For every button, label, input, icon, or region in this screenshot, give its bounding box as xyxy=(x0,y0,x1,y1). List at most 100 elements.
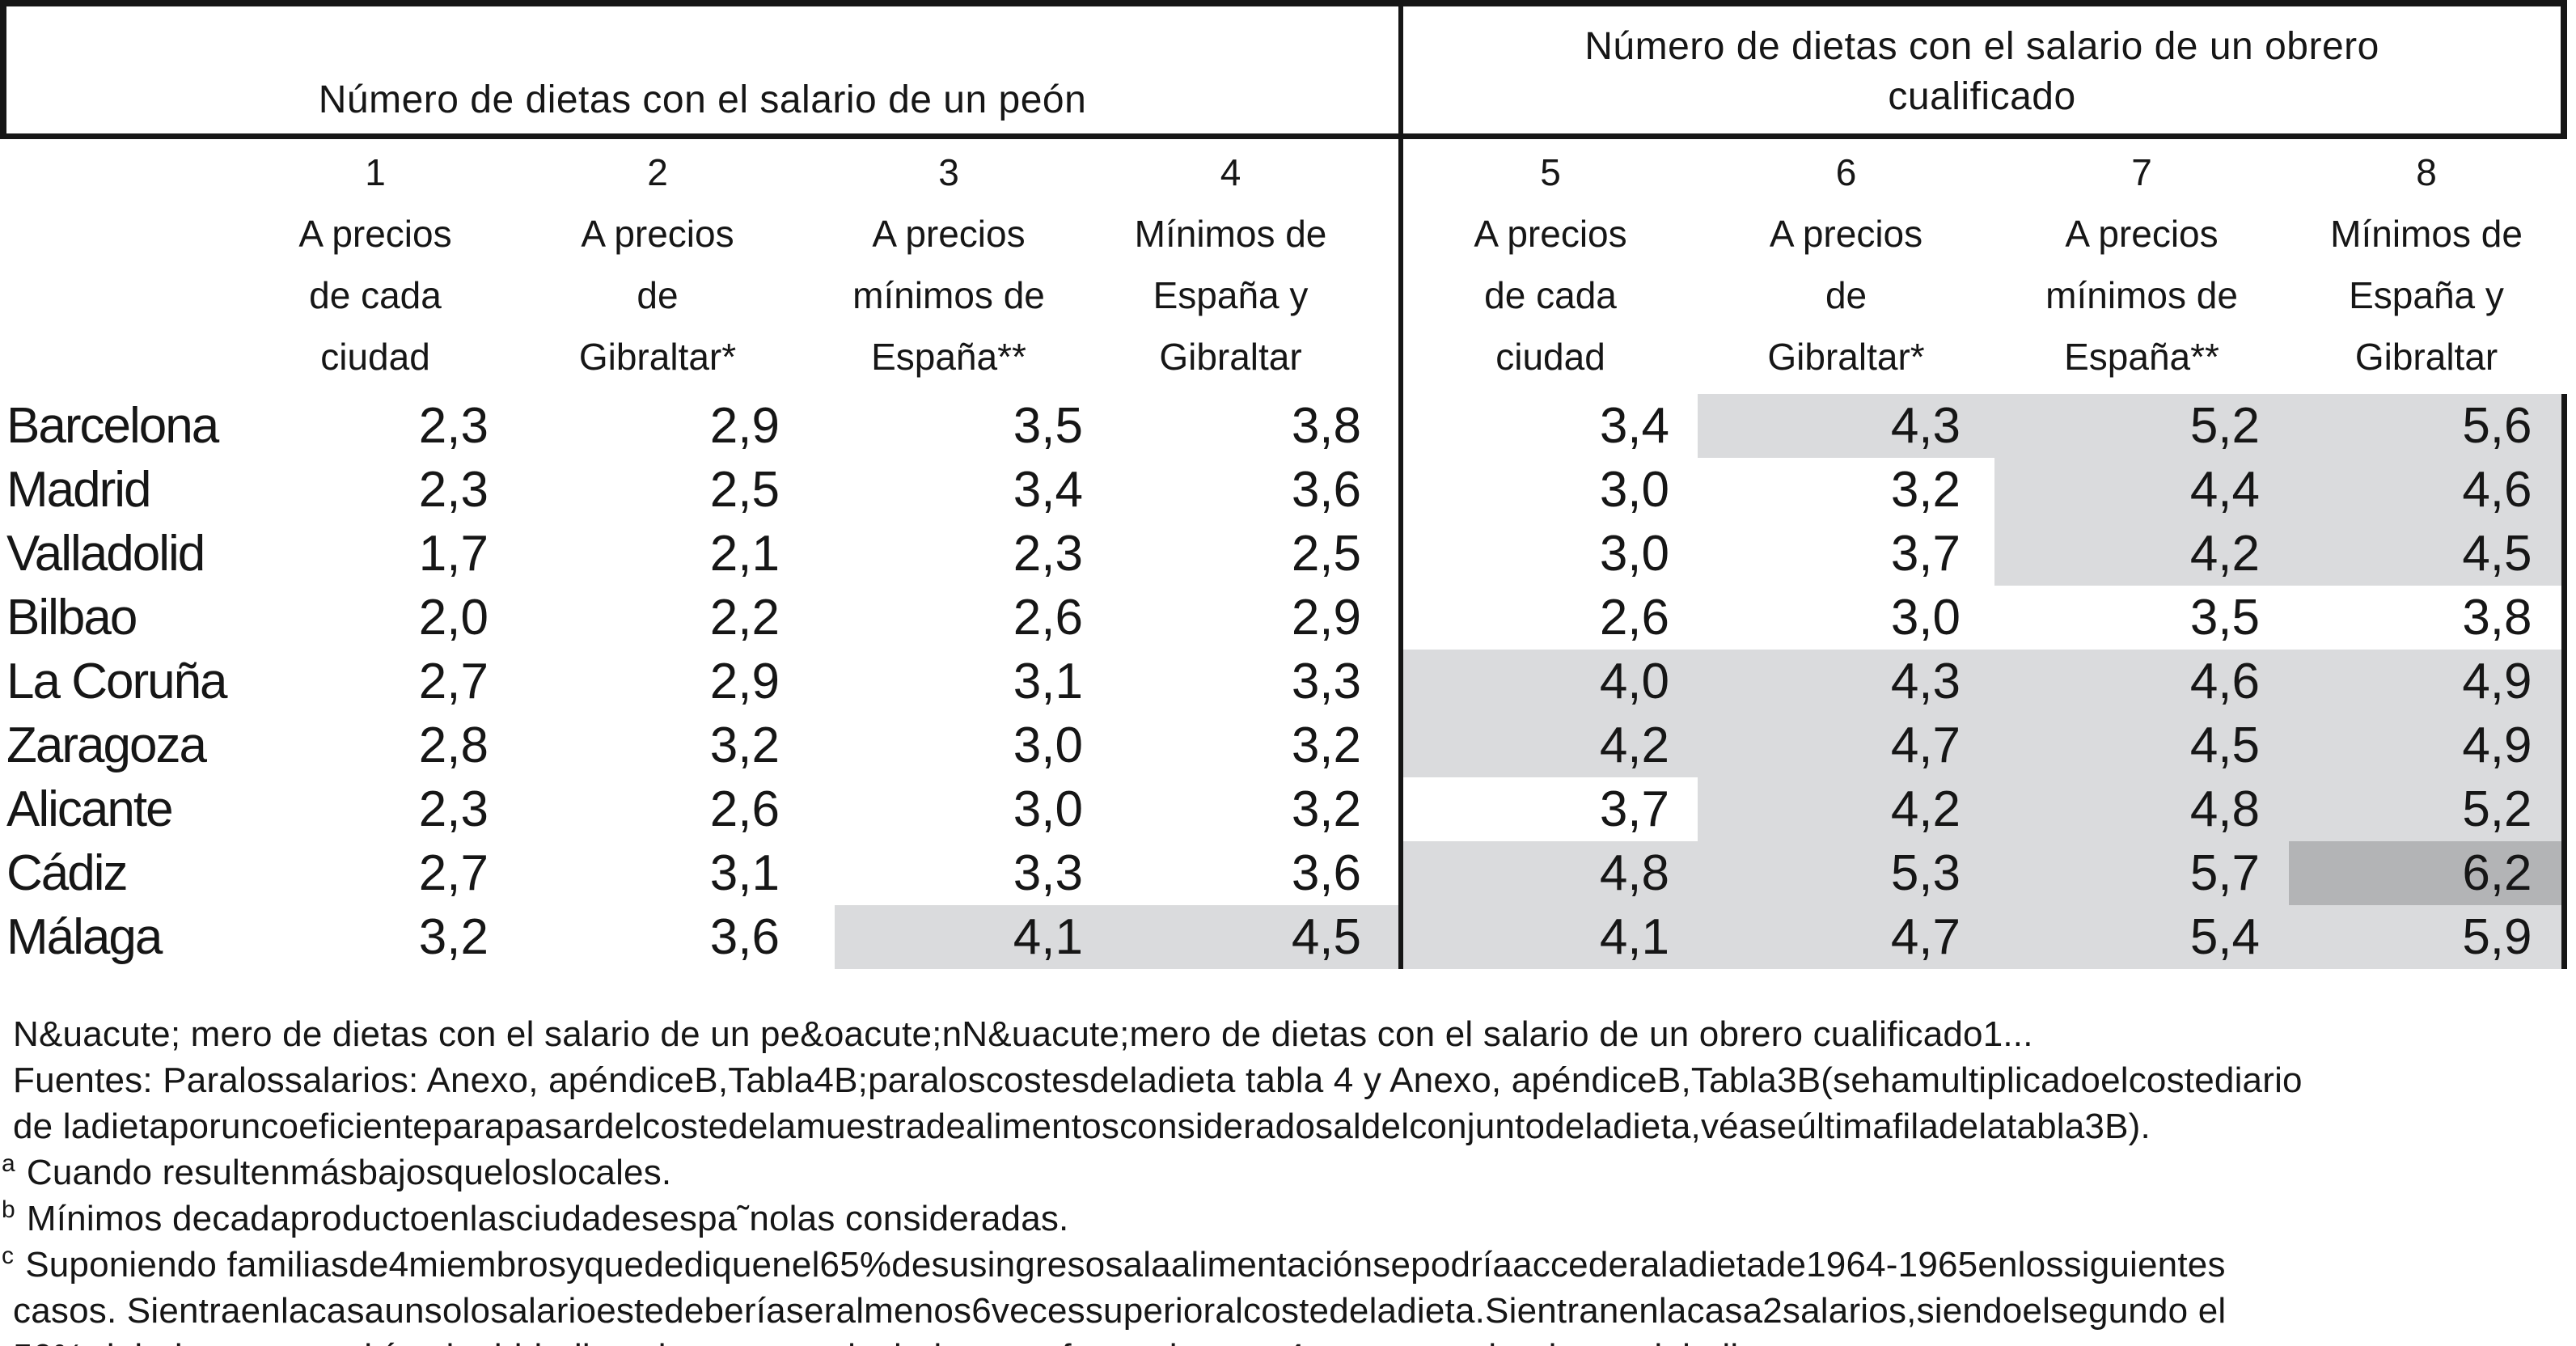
column-header-line: mínimos de xyxy=(852,274,1045,316)
row-label: Barcelona xyxy=(6,398,219,454)
column-header-line: Gibraltar xyxy=(2354,336,2498,378)
value-cell: 3,8 xyxy=(2289,586,2567,650)
column-header-7: 7 A precios mínimos de España** xyxy=(1994,137,2289,395)
value-cell: 3,4 xyxy=(1013,462,1083,518)
value-cell: 3,0 xyxy=(1013,781,1083,837)
value-cell: 2,7 xyxy=(418,654,489,709)
footnote-line: casos. Sientraenlacasaunsolosalarioested… xyxy=(2,1288,2576,1334)
table-row: Barcelona 2,3 2,9 3,5 3,8 3,4 4,3 5,2 5,… xyxy=(3,394,2567,458)
table-row: La Coruña 2,7 2,9 3,1 3,3 4,0 4,3 4,6 4,… xyxy=(3,650,2567,713)
row-label: La Coruña xyxy=(6,654,228,709)
column-header-line: ciudad xyxy=(1495,336,1605,378)
table-row: Madrid 2,3 2,5 3,4 3,6 3,0 3,2 4,4 4,6 xyxy=(3,458,2567,522)
value-cell: 1,7 xyxy=(418,526,489,582)
column-number: 5 xyxy=(1540,151,1561,193)
value-cell: 3,1 xyxy=(1013,654,1083,709)
value-cell: 3,5 xyxy=(2189,590,2261,645)
value-cell: 5,2 xyxy=(2289,777,2567,841)
value-cell: 4,9 xyxy=(2289,713,2567,777)
value-cell: 4,5 xyxy=(1119,905,1404,969)
footnote-text: de ladietaporuncoeficienteparapasardelco… xyxy=(13,1107,2151,1146)
value-cell: 3,4 xyxy=(1599,398,1670,454)
table-row: Cádiz 2,7 3,1 3,3 3,6 4,8 5,3 5,7 6,2 xyxy=(3,841,2567,905)
value-cell: 3,6 xyxy=(1119,458,1404,522)
value-cell: 3,0 xyxy=(1890,590,1961,645)
value-cell: 6,2 xyxy=(2289,841,2567,905)
column-number: 6 xyxy=(1835,151,1857,193)
footnote-text: 50% delprimero,sepodríaadquirirladietasi… xyxy=(13,1337,1799,1346)
value-cell: 4,6 xyxy=(2289,458,2567,522)
value-cell: 4,0 xyxy=(1401,650,1698,713)
group-header-peon-label: Número de dietas con el salario de un pe… xyxy=(318,78,1087,121)
footnote-text: Mínimos decadaproductoenlasciudadesespa˜… xyxy=(26,1199,1069,1238)
value-cell: 4,1 xyxy=(1401,905,1698,969)
value-cell: 2,3 xyxy=(418,462,489,518)
value-cell: 3,1 xyxy=(709,845,780,901)
footnote-line: de ladietaporuncoeficienteparapasardelco… xyxy=(2,1103,2576,1149)
value-cell: 3,2 xyxy=(1119,777,1404,841)
value-cell: 3,2 xyxy=(1890,462,1961,518)
footnote-marker: a xyxy=(2,1150,15,1178)
value-cell: 3,2 xyxy=(709,717,780,773)
column-header-6: 6 A precios de Gibraltar* xyxy=(1698,137,1994,395)
value-cell: 3,5 xyxy=(1013,398,1083,454)
column-header-line: Mínimos de xyxy=(2330,213,2523,255)
value-cell: 4,8 xyxy=(1401,841,1698,905)
column-header-1: 1 A precios de cada ciudad xyxy=(270,137,537,395)
footnote-line: c Suponiendo familiasde4miembrosyquedediq… xyxy=(2,1242,2576,1288)
value-cell: 3,0 xyxy=(1599,462,1670,518)
value-cell: 2,8 xyxy=(418,717,489,773)
value-cell: 3,7 xyxy=(1890,526,1961,582)
value-cell: 3,0 xyxy=(1013,717,1083,773)
row-label: Valladolid xyxy=(6,526,205,582)
footnote-line: N&uacute; mero de dietas con el salario … xyxy=(2,1011,2576,1057)
value-cell: 2,9 xyxy=(709,398,780,454)
column-header-line: Gibraltar* xyxy=(578,336,737,378)
value-cell: 4,6 xyxy=(1994,650,2290,713)
value-cell: 5,2 xyxy=(1994,394,2290,458)
value-cell: 3,6 xyxy=(709,909,780,965)
column-header-line: A precios xyxy=(2065,213,2219,255)
value-cell: 2,6 xyxy=(709,781,780,837)
column-header-line: España y xyxy=(2349,274,2504,316)
column-header-8: 8 Mínimos de España y Gibraltar xyxy=(2289,137,2564,395)
group-header-obrero-label: Número de dietas con el salario de un ob… xyxy=(1584,25,2379,118)
column-header-line: Gibraltar* xyxy=(1767,336,1925,378)
value-cell: 2,3 xyxy=(418,781,489,837)
column-header-line: A precios xyxy=(581,213,734,255)
value-cell: 2,7 xyxy=(418,845,489,901)
value-cell: 4,1 xyxy=(835,905,1119,969)
value-cell: 5,7 xyxy=(1994,841,2290,905)
group-header-peon: Número de dietas con el salario de un pe… xyxy=(0,0,1404,139)
value-cell: 4,3 xyxy=(1698,650,1995,713)
value-cell: 3,8 xyxy=(1119,394,1404,458)
value-cell: 4,9 xyxy=(2289,650,2567,713)
value-cell: 2,9 xyxy=(709,654,780,709)
footnote-text: N&uacute; mero de dietas con el salario … xyxy=(13,1014,2033,1054)
value-cell: 4,2 xyxy=(1994,522,2290,586)
column-header-2: 2 A precios de Gibraltar* xyxy=(537,137,835,395)
group-header-row: Número de dietas con el salario de un pe… xyxy=(0,0,2568,139)
table-row: Valladolid 1,7 2,1 2,3 2,5 3,0 3,7 4,2 4… xyxy=(3,522,2567,586)
value-cell: 4,5 xyxy=(1994,713,2290,777)
value-cell: 2,0 xyxy=(418,590,489,645)
value-cell: 2,5 xyxy=(709,462,780,518)
column-header-line: de xyxy=(1825,274,1867,316)
column-header-line: A precios xyxy=(1474,213,1627,255)
value-cell: 5,4 xyxy=(1994,905,2290,969)
column-header-line: A precios xyxy=(1769,213,1923,255)
column-header-line: de cada xyxy=(309,274,442,316)
column-header-3: 3 A precios mínimos de España** xyxy=(835,137,1119,395)
footnote-marker: b xyxy=(2,1196,15,1224)
value-cell: 3,2 xyxy=(1119,713,1404,777)
value-cell: 3,0 xyxy=(1599,526,1670,582)
column-header-5: 5 A precios de cada ciudad xyxy=(1401,137,1698,395)
value-cell: 4,2 xyxy=(1401,713,1698,777)
value-cell: 3,2 xyxy=(418,909,489,965)
column-header-line: Mínimos de xyxy=(1134,213,1327,255)
value-cell: 4,5 xyxy=(2289,522,2567,586)
column-header-line: España** xyxy=(2064,336,2219,378)
footnote-text: casos. Sientraenlacasaunsolosalarioested… xyxy=(13,1291,2227,1331)
value-cell: 4,8 xyxy=(1994,777,2290,841)
